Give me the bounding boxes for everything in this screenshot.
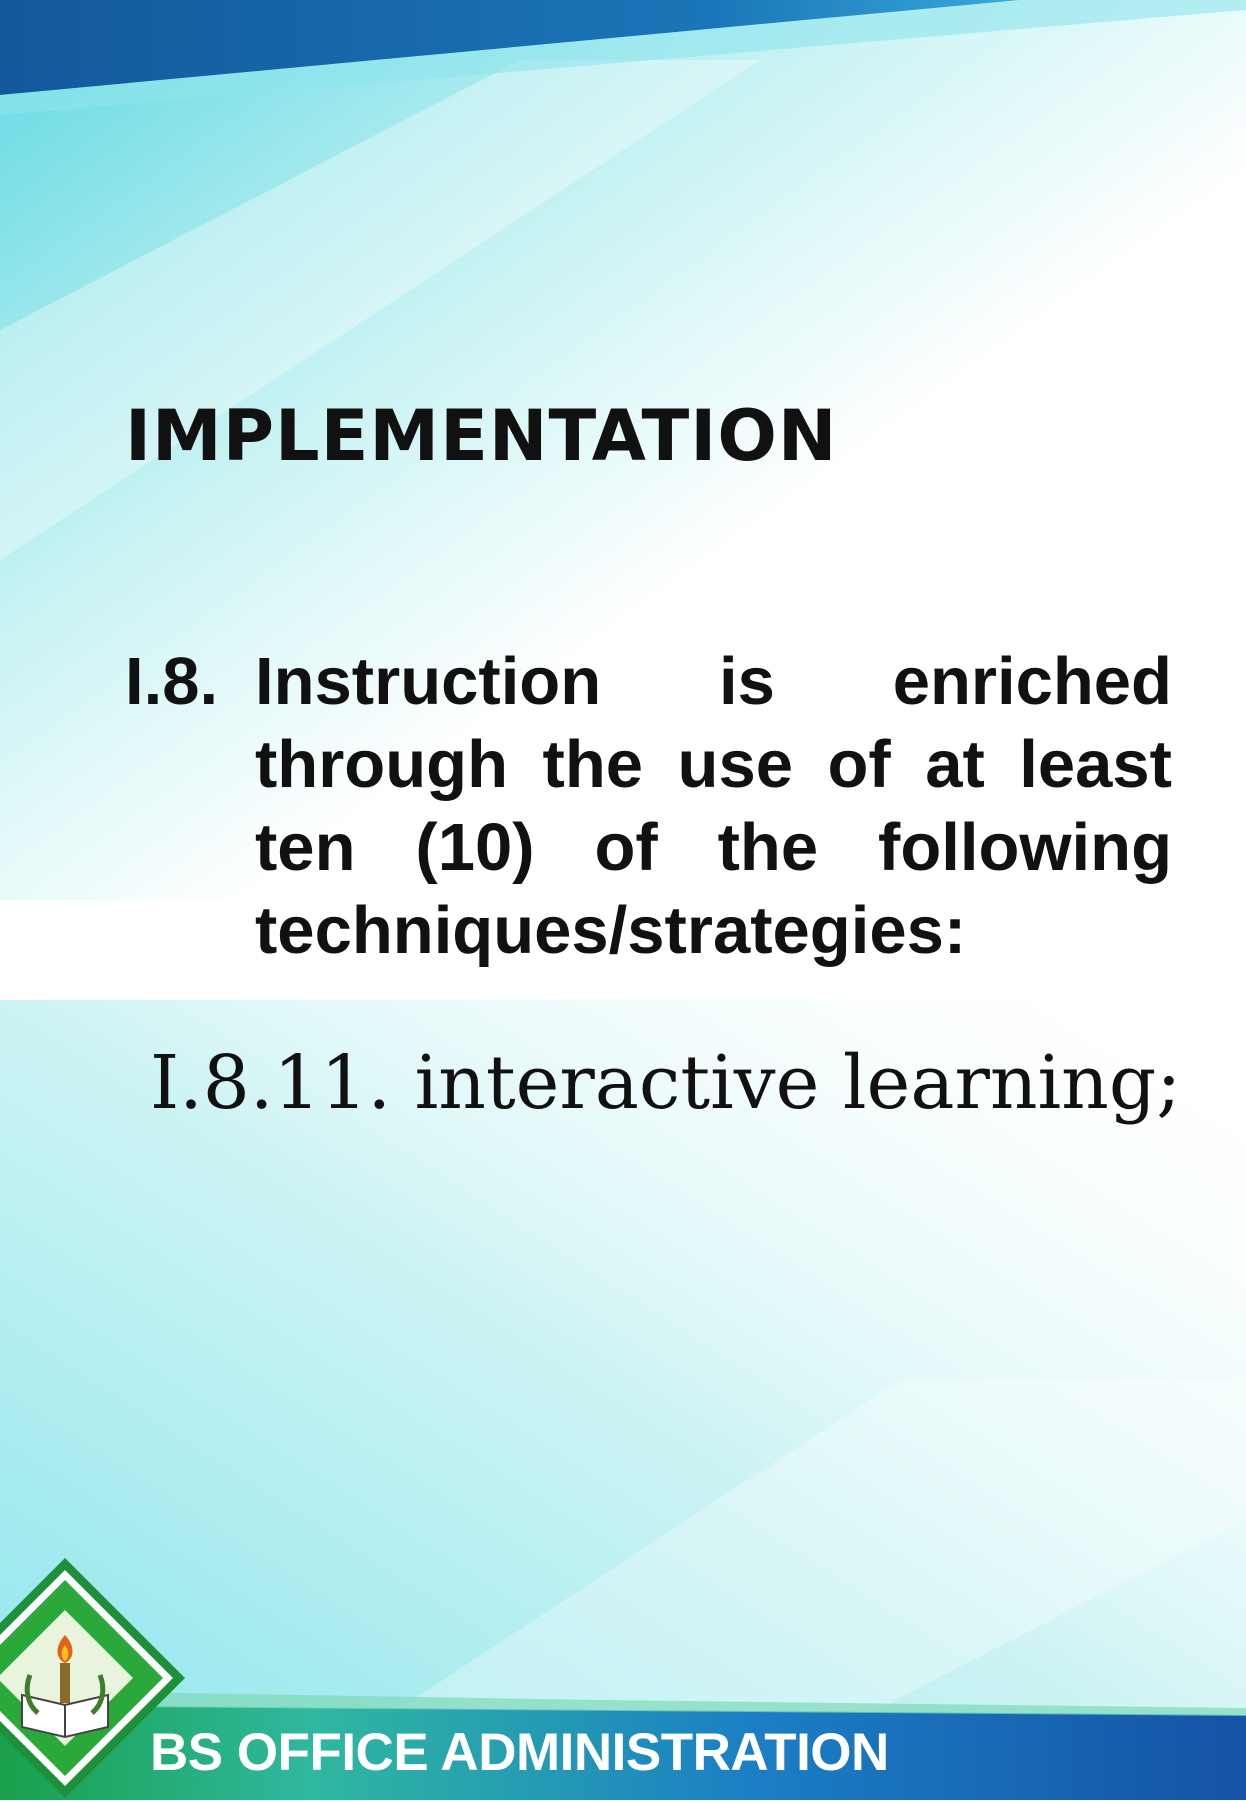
page-title: IMPLEMENTATION xyxy=(125,395,838,477)
sub-item-text: I.8.11. interactive learning; xyxy=(150,1040,1182,1126)
criterion-text: Instruction is enriched through the use … xyxy=(255,644,1172,968)
criterion-number: I.8. xyxy=(125,644,219,719)
university-seal-icon xyxy=(0,1558,185,1798)
footer-program-label: BS OFFICE ADMINISTRATION xyxy=(150,1723,889,1782)
criterion-block: I.8. Instruction is enriched through the… xyxy=(125,640,1172,972)
